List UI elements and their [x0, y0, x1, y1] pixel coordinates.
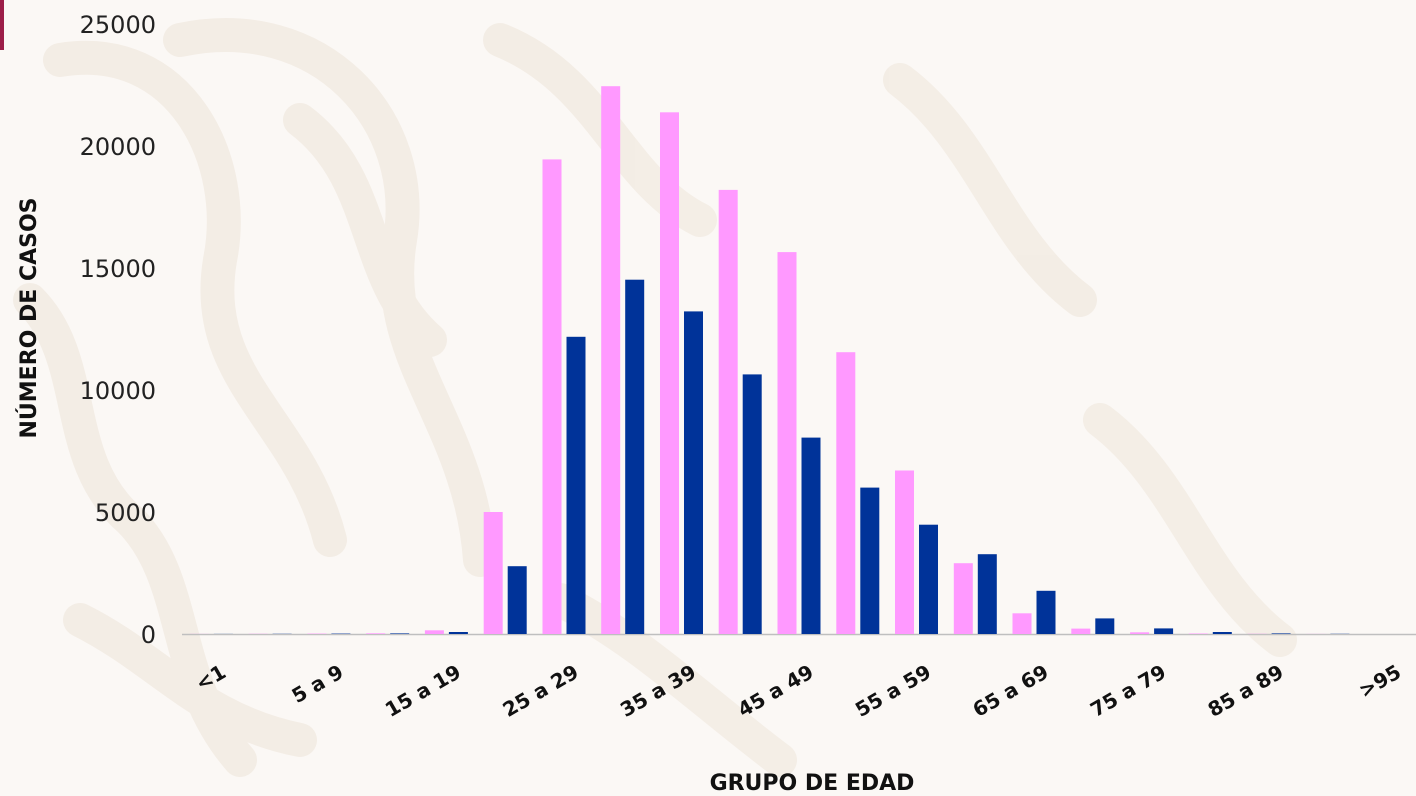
x-tick-label: 75 a 79 [1086, 660, 1170, 722]
bar-series-2 [919, 524, 938, 634]
bar-series-2 [390, 633, 410, 634]
x-tick-label: 85 a 89 [1204, 660, 1288, 722]
bar-series-2 [1036, 590, 1056, 634]
bar-series-1 [424, 630, 444, 634]
y-tick-label: 0 [141, 621, 156, 649]
x-axis-title: GRUPO DE EDAD [710, 771, 915, 796]
bar-series-2 [801, 437, 821, 634]
bar-series-1 [1071, 628, 1091, 634]
bar-series-1 [542, 159, 562, 634]
bar-series-1 [777, 252, 797, 634]
background-pattern [13, 18, 1297, 777]
y-axis-title: NÚMERO DE CASOS [16, 197, 42, 438]
x-tick-label: >95 [1354, 660, 1405, 703]
x-tick-label: 55 a 59 [851, 660, 935, 722]
bars [189, 86, 1350, 635]
brand-accent-mark [0, 0, 4, 50]
bar-series-1 [718, 189, 738, 634]
bar-series-2 [1154, 628, 1174, 634]
x-tick-label: 15 a 19 [381, 660, 465, 722]
bar-series-1 [1188, 633, 1208, 634]
bar-series-1 [366, 633, 386, 634]
bar-series-1 [1012, 613, 1032, 634]
bar-series-2 [860, 487, 880, 634]
bar-series-1 [836, 352, 856, 634]
bar-series-2 [742, 374, 762, 634]
bar-series-2 [684, 311, 703, 634]
x-tick-label: 45 a 49 [734, 660, 818, 722]
bar-series-2 [566, 336, 586, 634]
x-tick-label: 25 a 29 [499, 660, 583, 722]
y-axis-ticks: 0 5000 10000 15000 20000 25000 [80, 11, 156, 649]
bar-series-2 [1095, 618, 1115, 634]
bar-series-2 [448, 632, 468, 634]
bar-series-2 [507, 566, 527, 634]
bar-series-1 [483, 512, 503, 634]
bar-series-2 [1271, 633, 1291, 634]
bar-series-1 [895, 470, 914, 634]
y-tick-label: 25000 [80, 11, 156, 39]
x-tick-label: 5 a 9 [288, 660, 348, 708]
bar-series-2 [1212, 632, 1232, 634]
x-tick-label: 65 a 69 [969, 660, 1053, 722]
bar-series-2 [977, 554, 997, 634]
x-axis-ticks: <1 5 a 9 15 a 19 25 a 29 35 a 39 45 a 49 55 a … [191, 660, 1405, 722]
y-tick-label: 5000 [95, 499, 156, 527]
bar-series-1 [1130, 632, 1150, 634]
bar-series-1 [953, 563, 973, 634]
bar-series-1 [601, 86, 621, 634]
bar-series-1 [660, 112, 679, 635]
y-tick-label: 10000 [80, 377, 156, 405]
bar-series-2 [625, 279, 645, 634]
y-tick-label: 15000 [80, 255, 156, 283]
y-tick-label: 20000 [80, 133, 156, 161]
